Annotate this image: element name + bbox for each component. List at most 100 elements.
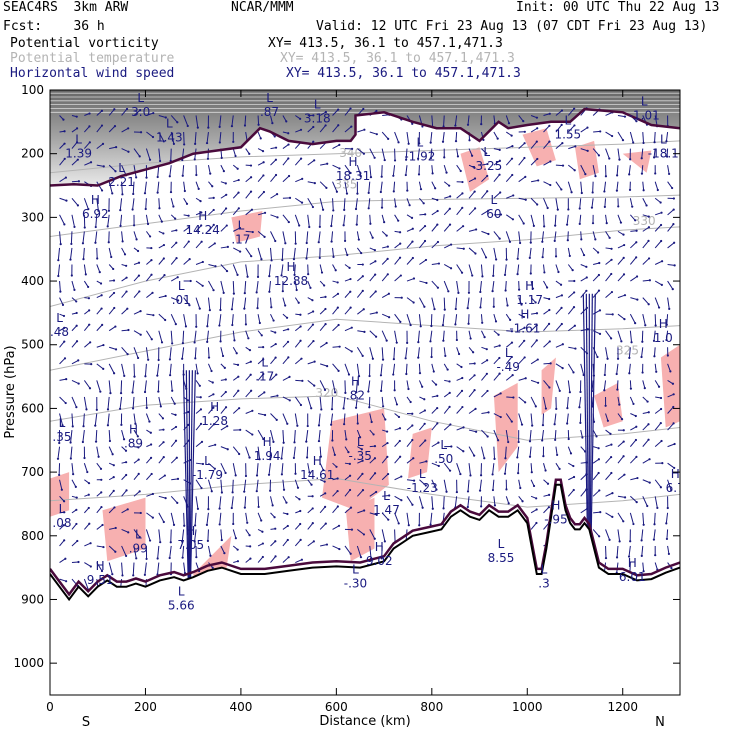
wind-vector xyxy=(220,545,225,554)
wind-vector-head xyxy=(397,141,400,144)
wind-vector-head xyxy=(543,271,546,274)
wind-vector-head xyxy=(616,357,620,360)
wind-vector xyxy=(170,512,175,525)
wind-vector xyxy=(630,456,637,464)
wind-vector-head xyxy=(363,128,366,131)
wind-vector xyxy=(270,115,273,124)
wind-vector-head xyxy=(183,524,186,527)
wind-vector-head xyxy=(137,472,140,475)
wind-vector-head xyxy=(322,468,325,472)
wind-vector-head xyxy=(235,352,238,355)
wind-vector-head xyxy=(63,157,66,160)
wind-vector-head xyxy=(287,132,290,135)
wind-vector-head xyxy=(63,357,67,360)
wind-vector-head xyxy=(343,239,347,242)
wind-vector-head xyxy=(524,175,527,178)
wind-vector xyxy=(406,512,410,526)
wind-vector-head xyxy=(88,112,91,115)
wind-vector-head xyxy=(491,488,495,492)
wind-vector xyxy=(71,214,75,228)
wind-vector-head xyxy=(312,339,315,343)
wind-vector xyxy=(406,425,413,431)
wind-vector-head xyxy=(231,491,234,494)
wind-vector xyxy=(617,244,625,249)
wind-vector xyxy=(493,413,501,418)
wind-vector-head xyxy=(238,226,242,230)
wind-vector xyxy=(233,247,241,253)
wind-vector xyxy=(71,197,79,206)
wind-vector xyxy=(419,240,426,249)
wind-vector xyxy=(158,258,165,265)
wind-vector xyxy=(568,346,576,350)
wind-vector-head xyxy=(125,107,129,111)
wind-vector xyxy=(369,413,373,423)
wind-vector-head xyxy=(632,402,635,406)
x-tick-label: 200 xyxy=(134,700,157,714)
wind-vector xyxy=(232,529,237,539)
extremum-value: .3 xyxy=(538,576,549,590)
wind-vector-head xyxy=(181,556,184,559)
wind-vector-head xyxy=(665,155,669,158)
wind-vector xyxy=(443,224,451,232)
extremum-marker: L xyxy=(75,133,82,147)
extremum-value: 6.7 xyxy=(666,481,685,495)
wind-vector-head xyxy=(337,524,341,527)
wind-vector-head xyxy=(581,436,584,439)
wind-vector-head xyxy=(250,208,254,211)
wind-vector-head xyxy=(473,454,476,457)
wind-vector-head xyxy=(635,455,638,458)
wind-vector xyxy=(232,281,235,294)
wind-vector-head xyxy=(394,205,397,208)
wind-vector xyxy=(405,363,408,375)
wind-vector xyxy=(442,330,445,341)
wind-vector-head xyxy=(615,372,618,376)
wind-vector-head xyxy=(232,292,235,295)
wind-vector xyxy=(83,507,90,514)
wind-vector-head xyxy=(559,283,563,286)
wind-vector-head xyxy=(133,375,136,378)
wind-vector xyxy=(356,545,362,558)
wind-vector xyxy=(207,545,211,556)
wind-vector xyxy=(580,363,585,376)
wind-vector xyxy=(555,142,563,149)
wind-vector-head xyxy=(606,357,609,360)
wind-vector-head xyxy=(523,142,526,145)
wind-vector-head xyxy=(150,259,153,262)
wind-vector-head xyxy=(373,249,376,252)
wind-vector-head xyxy=(535,497,538,500)
wind-vector-head xyxy=(654,172,657,175)
wind-vector-head xyxy=(275,418,278,421)
wind-vector-head xyxy=(102,165,105,168)
wind-vector-head xyxy=(125,276,128,279)
wind-vector-head xyxy=(604,556,608,560)
wind-vector-head xyxy=(517,440,520,444)
wind-vector-head xyxy=(218,141,221,144)
wind-vector-head xyxy=(455,338,458,342)
wind-vector-head xyxy=(305,440,308,443)
wind-vector xyxy=(319,446,322,457)
wind-vector-head xyxy=(196,372,199,375)
wind-vector xyxy=(405,165,408,176)
wind-vector-head xyxy=(331,439,334,442)
wind-vector-head xyxy=(287,356,290,359)
wind-vector-head xyxy=(419,188,423,191)
wind-vector-head xyxy=(375,109,378,113)
wind-vector xyxy=(617,148,620,160)
wind-vector-head xyxy=(223,366,226,369)
wind-vector-head xyxy=(101,323,104,326)
wind-vector-head xyxy=(670,489,673,492)
extremum-marker: H xyxy=(91,193,100,207)
wind-vector xyxy=(305,430,309,442)
wind-vector xyxy=(592,148,600,156)
wind-vector-head xyxy=(65,580,68,583)
extremum-marker: L xyxy=(440,438,447,452)
wind-vector-head xyxy=(362,107,365,111)
wind-vector xyxy=(208,264,216,267)
wind-vector-head xyxy=(621,139,625,142)
wind-vector-head xyxy=(299,157,303,160)
wind-vector-head xyxy=(258,458,261,461)
wind-vector xyxy=(71,142,78,149)
wind-vector xyxy=(530,214,535,227)
wind-vector xyxy=(444,244,452,249)
wind-vector xyxy=(406,198,411,206)
